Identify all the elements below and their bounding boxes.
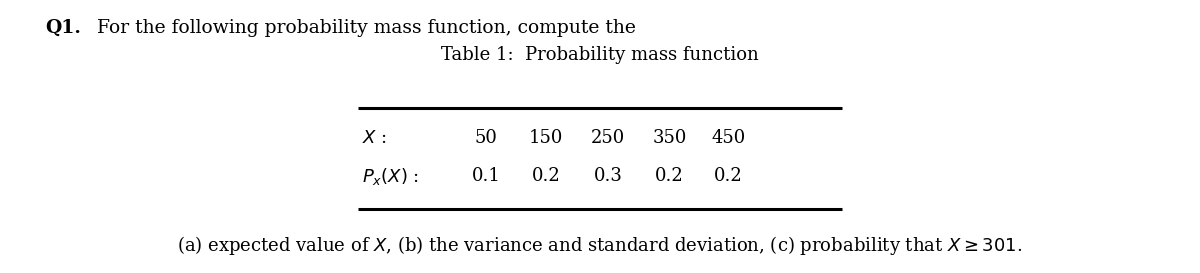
Text: 450: 450 bbox=[712, 129, 745, 147]
Text: 0.2: 0.2 bbox=[714, 167, 743, 185]
Text: 350: 350 bbox=[653, 129, 686, 147]
Text: $P_x(X)$ :: $P_x(X)$ : bbox=[362, 166, 420, 186]
Text: Table 1:  Probability mass function: Table 1: Probability mass function bbox=[442, 46, 758, 64]
Text: Q1.: Q1. bbox=[46, 19, 82, 37]
Text: 150: 150 bbox=[529, 129, 563, 147]
Text: For the following probability mass function, compute the: For the following probability mass funct… bbox=[85, 19, 636, 37]
Text: 0.3: 0.3 bbox=[594, 167, 623, 185]
Text: 0.1: 0.1 bbox=[472, 167, 500, 185]
Text: 50: 50 bbox=[474, 129, 498, 147]
Text: 250: 250 bbox=[592, 129, 625, 147]
Text: (a) expected value of $X$, (b) the variance and standard deviation, (c) probabil: (a) expected value of $X$, (b) the varia… bbox=[178, 234, 1022, 257]
Text: 0.2: 0.2 bbox=[532, 167, 560, 185]
Text: 0.2: 0.2 bbox=[655, 167, 684, 185]
Text: $X$ :: $X$ : bbox=[362, 129, 388, 147]
